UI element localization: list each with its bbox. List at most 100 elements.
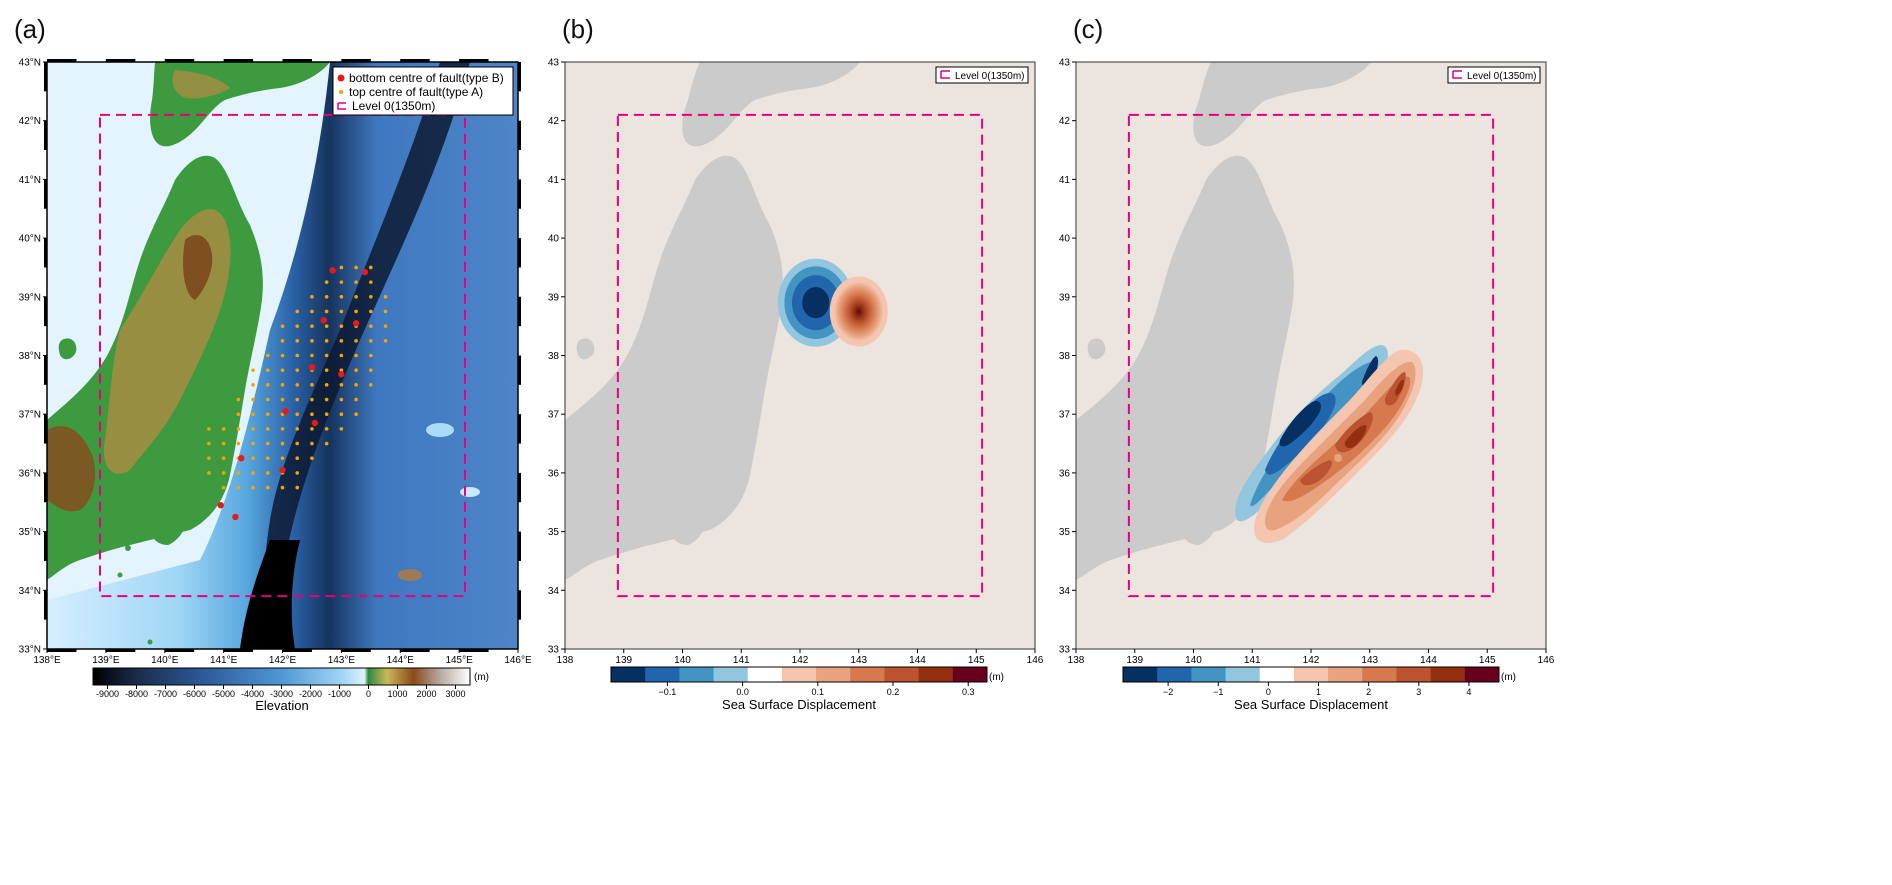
fault-point-type-a: [251, 471, 255, 475]
fault-point-type-a: [295, 397, 300, 402]
fault-point-type-a: [295, 485, 300, 490]
fault-point-type-b: [352, 320, 360, 327]
fault-point-type-a: [324, 324, 329, 328]
fault-point-type-a: [354, 309, 358, 314]
fault-point-type-a: [236, 427, 241, 431]
y-tick-label: 35: [1059, 527, 1071, 538]
fault-point-type-a: [251, 441, 255, 446]
fault-point-type-b: [361, 268, 369, 276]
panel-b-colorbar: −0.1 0.0 0.1 0.2 0.3 (m) Sea Surface Displac…: [610, 666, 1004, 712]
japan-trench: [263, 62, 470, 649]
displacement-colorbar-ticks: −2 −1 0 1 2 3 4: [1163, 682, 1471, 697]
displacement-positive-lobe: [829, 276, 888, 347]
fault-point-type-a: [354, 383, 358, 387]
seamount: [426, 423, 454, 437]
x-tick-label: 143: [850, 655, 867, 666]
y-tick-label: 39: [548, 292, 560, 303]
frame-segment: [44, 120, 47, 151]
frame-segment: [400, 59, 430, 62]
island: [147, 639, 153, 645]
fault-point-type-a: [265, 485, 270, 490]
fault-point-type-a: [369, 309, 373, 314]
frame-segment: [164, 649, 195, 652]
frame-segment: [44, 590, 47, 620]
japan-landmass: [565, 62, 860, 580]
colorbar-tick-label: -6000: [183, 689, 206, 699]
frame-segment: [44, 62, 47, 92]
fault-point-type-a: [265, 441, 270, 446]
fault-point-type-a: [265, 353, 270, 358]
fault-point-type-a: [310, 441, 314, 446]
panel-c: (c): [1059, 14, 1555, 712]
fault-point-type-a: [236, 397, 241, 402]
fault-point-type-a: [221, 485, 226, 490]
island: [117, 572, 123, 578]
x-tick-label: 146: [1027, 655, 1044, 666]
fault-point-type-a: [251, 368, 255, 372]
panel-a-basemap: [47, 62, 518, 649]
frame-segment: [518, 62, 521, 92]
colorbar-tick-label: −0.1: [659, 687, 677, 697]
colorbar-swatch: [1123, 667, 1158, 682]
fault-point-type-b: [320, 317, 327, 324]
panel-a: (a): [14, 14, 532, 713]
frame-segment: [282, 649, 312, 652]
x-tick-label: 141°E: [210, 655, 238, 666]
displacement-title: Sea Surface Displacement: [1234, 697, 1388, 712]
colorbar-swatch: [1191, 667, 1227, 682]
fault-point-type-b: [311, 419, 319, 427]
fault-point-type-a: [265, 397, 270, 402]
x-tick-label: 146: [1538, 655, 1555, 666]
fault-point-type-a: [369, 368, 373, 372]
fault-point-type-a: [207, 471, 211, 475]
panel-a-legend: bottom centre of fault(type B) top centr…: [332, 66, 514, 116]
fault-point-type-a: [383, 309, 388, 314]
fault-point-type-a: [295, 353, 300, 358]
y-tick-label: 35°N: [19, 527, 41, 538]
fault-point-type-a: [354, 265, 358, 270]
fault-point-type-a: [310, 456, 314, 461]
fault-point-type-a: [310, 324, 314, 328]
fault-point-type-a: [295, 324, 300, 328]
fault-point-type-a: [324, 368, 329, 372]
colorbar-swatch: [1225, 667, 1261, 682]
displacement-colorbar: [1122, 666, 1500, 683]
y-tick-label: 36°N: [19, 468, 41, 479]
fault-point-type-a: [265, 412, 270, 417]
seamount: [398, 569, 422, 581]
fault-point-type-a: [324, 427, 329, 431]
y-tick-label: 43: [1059, 58, 1071, 69]
level0-box: [616, 113, 984, 598]
frame-segment: [518, 472, 521, 503]
hokkaido-land: [1193, 62, 1371, 147]
frame-segment: [459, 649, 489, 652]
colorbar-tick-label: −1: [1213, 687, 1223, 697]
legend-level0-marker: [1452, 70, 1462, 79]
y-tick-label: 38: [1059, 351, 1071, 362]
fault-point-type-a: [310, 309, 314, 314]
colorbar-swatch: [884, 667, 920, 682]
frame-segment: [518, 179, 521, 209]
fault-point-type-a: [339, 427, 344, 431]
frame-segment: [44, 414, 47, 444]
colorbar-tick-label: 1000: [387, 689, 407, 699]
fault-point-type-a: [354, 353, 358, 358]
fault-point-type-a: [236, 441, 241, 446]
colorbar-swatch: [1464, 667, 1500, 682]
colorbar-tick-label: 0: [366, 689, 371, 699]
fault-point-type-a: [280, 339, 285, 343]
displacement-unit: (m): [989, 672, 1004, 683]
fault-point-type-a: [324, 309, 329, 314]
y-tick-label: 34: [1059, 586, 1071, 597]
fault-point-type-a: [354, 339, 358, 343]
frame-segment: [518, 414, 521, 444]
fault-point-type-a: [280, 368, 285, 372]
fault-point-type-a: [295, 412, 300, 417]
x-tick-label: 141: [733, 655, 750, 666]
colorbar-tick-label: 0.0: [736, 687, 749, 697]
y-tick-label: 38: [548, 351, 560, 362]
frame-segment: [341, 59, 371, 62]
frame-segment: [518, 355, 521, 385]
fault-point-type-a: [280, 441, 285, 446]
